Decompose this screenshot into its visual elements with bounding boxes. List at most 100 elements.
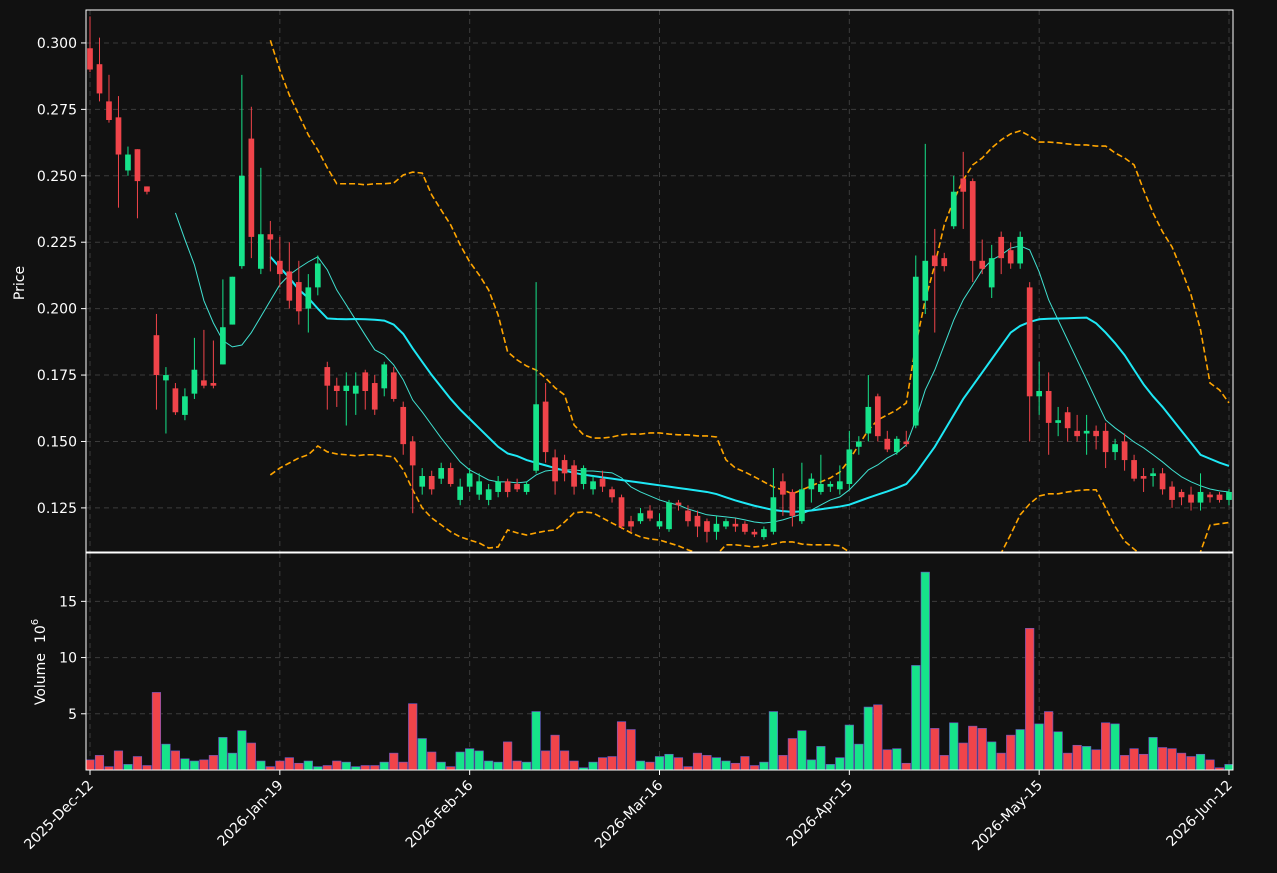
candle-body (1093, 430, 1099, 437)
candle-body (381, 364, 388, 389)
volume-bar (94, 755, 105, 770)
volume-bar (968, 725, 978, 770)
volume-bar (1034, 723, 1044, 770)
volume-scale-exponent: 6 (30, 619, 41, 625)
candle-body (172, 388, 179, 413)
volume-bar (1148, 737, 1158, 770)
volume-bar (265, 766, 275, 770)
volume-bar (199, 759, 209, 770)
volume-bar (208, 755, 218, 770)
candle-body (485, 489, 492, 500)
volume-bar (1167, 748, 1177, 770)
candle-body (1121, 441, 1128, 461)
volume-bar (484, 760, 494, 770)
volume-bar (1157, 747, 1168, 770)
volume-bar (474, 750, 484, 770)
y-tick-label: 0.300 (37, 36, 77, 52)
volume-bar (142, 765, 152, 770)
candle-body (314, 263, 321, 288)
candle-body (352, 385, 359, 394)
volume-bar (873, 704, 883, 770)
candle-body (409, 441, 416, 466)
candle-body (552, 457, 558, 482)
volume-bar (626, 729, 636, 770)
volume-bar (911, 665, 921, 770)
volume-bar (465, 748, 475, 770)
candle-body (1140, 476, 1147, 479)
volume-bar (635, 760, 646, 770)
volume-bar (322, 765, 332, 770)
volume-bar (854, 743, 864, 770)
candle-body (1007, 250, 1014, 264)
y-tick-label: 0.250 (37, 169, 77, 185)
y-tick-label: 0.150 (37, 434, 77, 450)
volume-bar (389, 752, 399, 770)
candle-body (656, 521, 663, 527)
volume-bar (493, 761, 503, 770)
candle-body (1216, 494, 1223, 500)
candle-body (855, 441, 862, 447)
volume-bar (1120, 755, 1130, 770)
indicator-line (174, 212, 1230, 524)
candle-body (780, 481, 786, 495)
volume-bar (901, 762, 911, 770)
volume-bar (104, 766, 114, 770)
volume-bar (246, 742, 256, 770)
volume-bar (341, 761, 351, 770)
volume-bar (237, 730, 247, 770)
volume-bar (313, 766, 323, 770)
volume-bar (522, 761, 532, 770)
candle-body (96, 64, 103, 94)
grid (86, 10, 1233, 770)
volume-bar (892, 748, 902, 770)
candle-body (457, 486, 464, 500)
candle-body (362, 372, 369, 391)
candle-body (979, 260, 986, 269)
candle-body (258, 234, 264, 269)
candle-body (1017, 236, 1024, 264)
candle-body (476, 481, 483, 495)
candle-body (1074, 430, 1080, 437)
candle-body (1102, 430, 1109, 453)
candle-body (1045, 390, 1052, 423)
candle-body (836, 481, 843, 490)
volume-bar (360, 765, 370, 770)
volume-bar (446, 766, 456, 770)
candle-body (571, 465, 577, 487)
candle-body (286, 271, 293, 301)
y-tick-label: 0.225 (37, 235, 77, 251)
volume-bar (113, 750, 124, 770)
volume-bar (930, 728, 940, 770)
candle-body (751, 531, 758, 535)
volume-bar (654, 756, 665, 770)
volume-bar (787, 738, 797, 770)
candle-body (637, 513, 644, 522)
candle-body (115, 117, 122, 155)
candle-body (618, 497, 625, 527)
volume-bar (189, 760, 199, 770)
x-tick-label: 2026-Jun-12 (1164, 778, 1236, 850)
volume-bar (180, 758, 190, 770)
candle-body (903, 441, 910, 445)
candle-body (647, 510, 653, 519)
candle-body (628, 521, 634, 527)
candle-body (1159, 473, 1166, 490)
candle-body (912, 276, 919, 426)
candle-body (694, 515, 701, 527)
candle-body (1131, 460, 1137, 479)
candle-body (1026, 287, 1033, 397)
x-tick-label: 2026-Jan-19 (215, 778, 287, 850)
volume-bar (920, 571, 930, 770)
volume-bar (417, 738, 427, 770)
candle-body (998, 236, 1005, 259)
volume-bar (749, 765, 759, 770)
candle-body (1169, 486, 1175, 500)
candle-body (419, 476, 426, 487)
candle-body (950, 191, 957, 227)
volume-bar (1025, 628, 1035, 770)
candle-body (533, 404, 539, 471)
candle-body (239, 175, 245, 267)
candle-body (599, 478, 606, 487)
